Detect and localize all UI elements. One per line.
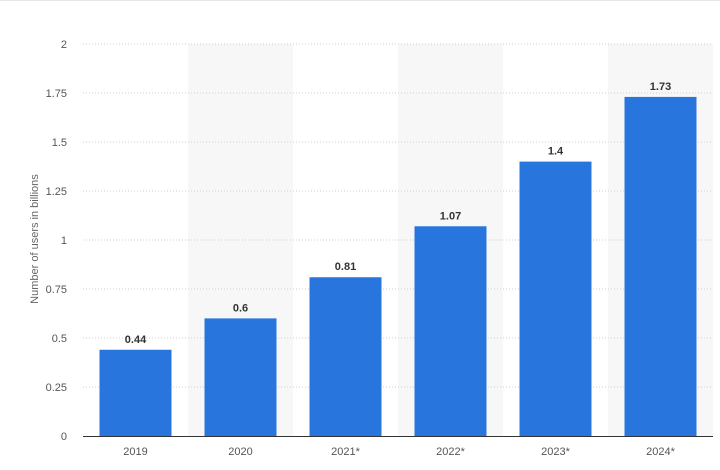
data-label: 0.44 <box>125 334 147 346</box>
x-tick-label: 2023* <box>541 446 570 458</box>
data-label: 0.81 <box>335 261 356 273</box>
y-tick-label: 0 <box>61 431 67 443</box>
data-label: 1.07 <box>440 210 461 222</box>
x-axis-ticks: 2019 2020 2021* 2022* 2023* 2024* <box>123 446 675 458</box>
bar[interactable] <box>624 96 697 437</box>
bar[interactable] <box>99 349 172 436</box>
bar[interactable] <box>204 318 277 436</box>
bar[interactable] <box>309 277 382 436</box>
bar[interactable] <box>414 226 487 436</box>
y-tick-label: 1.75 <box>46 88 67 100</box>
y-tick-label: 1.25 <box>46 186 67 198</box>
x-tick-label: 2020 <box>228 446 252 458</box>
y-tick-label: 0.5 <box>52 333 67 345</box>
x-tick-label: 2019 <box>123 446 147 458</box>
data-label: 1.4 <box>548 146 564 158</box>
x-tick-label: 2024* <box>646 446 675 458</box>
y-tick-label: 0.25 <box>46 382 67 394</box>
data-label: 0.6 <box>233 302 248 314</box>
y-axis-label: Number of users in billions <box>29 174 41 304</box>
y-tick-label: 1 <box>61 235 67 247</box>
bars: 0.44 0.6 0.81 1.07 1.4 1.73 <box>99 81 697 437</box>
y-axis-ticks: 0 0.25 0.5 0.75 1 1.25 1.5 1.75 2 <box>46 39 67 443</box>
y-tick-label: 2 <box>61 39 67 51</box>
y-tick-label: 0.75 <box>46 284 67 296</box>
top-divider <box>0 0 720 1</box>
bar[interactable] <box>519 161 592 436</box>
y-tick-label: 1.5 <box>52 137 67 149</box>
data-label: 1.73 <box>650 81 671 93</box>
gridlines <box>83 43 713 388</box>
x-tick-label: 2022* <box>436 446 465 458</box>
x-tick-label: 2021* <box>331 446 360 458</box>
